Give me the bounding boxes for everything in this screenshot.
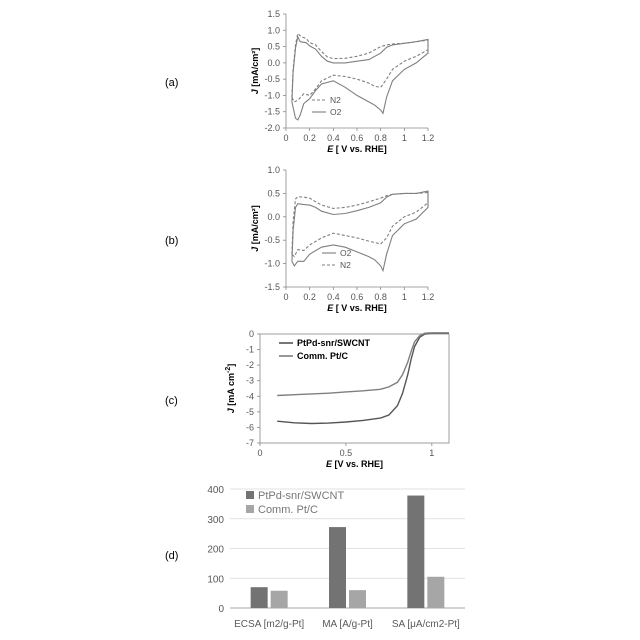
y-tick-label: 100 [207,574,224,585]
y-axis-label-unit: [mA cm [226,373,236,408]
y-tick-label: 400 [207,485,224,496]
y-tick-label: 0.0 [267,212,280,222]
y-tick-label: 0 [249,329,254,339]
y-tick-label: -2.0 [264,123,280,133]
y-tick-label: -1.5 [264,107,280,117]
y-axis-label-unit: [mA/cm²] [250,205,260,247]
x-tick-label: 0 [257,448,262,458]
legend-label: O2 [340,248,352,258]
legend-swatch [246,505,254,513]
chart-a-cv-plot: 1.5 1.0 0.5 0.0 -0.5 -1.0 -1.5 -2.00 0.2 0.4 0.6 0.… [250,9,434,154]
series-line-n2 [292,193,428,257]
series-line-o2 [292,37,428,120]
x-tick-label: 0.2 [303,133,316,143]
y-tick-label: 0.0 [267,58,280,68]
y-tick-label: 200 [207,545,224,556]
y-tick-label: 300 [207,515,224,526]
y-tick-label: -2 [246,360,254,370]
legend-swatch [246,491,254,499]
y-tick-label: -6 [246,422,254,432]
chart-d-activity-bar-chart: 0 100 200 300 400 ECSA [m2/g-Pt] MA [A/g-Pt] SA… [207,485,465,630]
x-tick-label: 0 [283,133,288,143]
x-tick-label: 1.2 [422,133,435,143]
y-tick-label: 1.0 [267,25,280,35]
x-axis-label: E [V vs. RHE] [326,459,383,469]
y-axis-label: J [mA/cm²] [250,48,260,95]
y-axis-label-close: ] [226,364,236,367]
x-tick-label: 1 [429,448,434,458]
x-tick-label: 0.8 [374,133,387,143]
bar-ptc-0 [271,591,288,608]
y-axis-label: J [mA cm-2] [225,364,236,413]
x-tick-label: 0.2 [303,292,316,302]
y-tick-label: -4 [246,391,254,401]
y-tick-label: -5 [246,407,254,417]
bar-ptc-1 [349,590,366,608]
y-tick-label: 1.0 [267,165,280,175]
legend-label: PtPd-snr/SWCNT [258,490,344,502]
legend-label: Comm. Pt/C [297,351,349,361]
x-tick-label: 1 [402,133,407,143]
bar-ptpd-1 [329,527,346,608]
x-tick-label: 1.2 [422,292,435,302]
legend-label: N2 [330,95,341,105]
series-line-o2 [292,191,428,271]
y-tick-label: 0 [218,604,224,615]
x-axis-label-unit: [ V vs. RHE] [333,303,387,313]
bar-ptpd-2 [407,496,424,608]
y-tick-label: -0.5 [264,74,280,84]
plot-frame [260,334,449,443]
category-label: SA [μA/cm2-Pt] [392,619,460,630]
panel-label-a: (a) [165,77,178,89]
x-axis-label: E [ V vs. RHE] [327,303,387,313]
panel-label-c: (c) [165,395,178,407]
x-tick-label: 0.8 [374,292,387,302]
y-axis-label-unit: [mA/cm²] [250,48,260,90]
x-tick-label: 1 [402,292,407,302]
y-tick-label: -3 [246,376,254,386]
y-tick-label: 0.5 [267,188,280,198]
x-axis-label: E [ V vs. RHE] [327,144,387,154]
y-tick-label: -1.0 [264,259,280,269]
x-tick-label: 0 [283,292,288,302]
x-tick-label: 0.6 [351,292,364,302]
bar-ptc-2 [427,577,444,608]
y-tick-label: 1.5 [267,9,280,19]
x-axis-label-unit: [ V vs. RHE] [333,144,387,154]
legend-label: Comm. Pt/C [258,504,318,516]
chart-c-polarization-plot: 0-1-2-3-4-5-6-700.51E [V vs. RHE]J [mA c… [225,329,449,469]
panel-label-d: (d) [165,550,178,562]
legend-label: PtPd-snr/SWCNT [297,338,371,348]
y-tick-label: -7 [246,438,254,448]
y-tick-label: -1 [246,345,254,355]
y-tick-label: 0.5 [267,42,280,52]
y-tick-label: -1.5 [264,282,280,292]
legend-label: O2 [330,107,342,117]
panel-label-b: (b) [165,235,178,247]
x-tick-label: 0.4 [327,133,340,143]
y-tick-label: -1.0 [264,90,280,100]
x-tick-label: 0.4 [327,292,340,302]
x-tick-label: 0.5 [340,448,353,458]
x-axis-label-unit: [V vs. RHE] [332,459,383,469]
category-label: MA [A/g-Pt] [322,619,373,630]
x-tick-label: 0.6 [351,133,364,143]
legend-label: N2 [340,260,351,270]
y-axis-label: J [mA/cm²] [250,205,260,252]
category-label: ECSA [m2/g-Pt] [234,619,304,630]
y-tick-label: -0.5 [264,235,280,245]
chart-b-cv-plot: 1.0 0.5 0.0 -0.5 -1.0 -1.50 0.2 0.4 0.6 0.8 1 1.2 E … [250,165,434,313]
bar-ptpd-0 [251,587,268,608]
